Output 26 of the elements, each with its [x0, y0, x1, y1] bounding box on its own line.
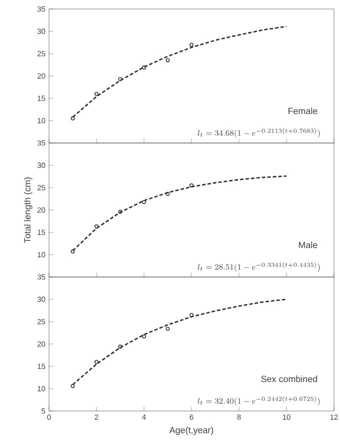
point — [190, 42, 194, 47]
point — [70, 250, 75, 254]
point — [142, 334, 146, 338]
annotation: Female — [288, 108, 318, 114]
x-axis-title: Age(t,year) — [169, 426, 214, 436]
annotation: $l_{t} = 32.40(1 - e^{-0.2442(t+0.6725)})$ — [198, 396, 320, 406]
point — [94, 224, 98, 229]
point — [70, 384, 75, 388]
point — [190, 312, 194, 317]
annotation: Male — [298, 242, 318, 248]
point — [142, 200, 146, 204]
point — [70, 116, 75, 120]
point — [166, 192, 170, 196]
point — [166, 58, 170, 62]
point — [94, 360, 98, 364]
annotation: $l_{t} = 28.51(1 - e^{-0.3341(t+0.4435)})$ — [198, 262, 320, 272]
y-axis-title: Total length (cm) — [24, 177, 32, 243]
point — [142, 66, 146, 70]
point — [190, 183, 194, 188]
point — [118, 344, 122, 349]
point — [118, 77, 122, 82]
annotation: $l_{t} = 34.68(1 - e^{-0.2113(t+0.7683)})$ — [198, 128, 320, 138]
point — [118, 210, 122, 214]
point — [166, 326, 170, 331]
annotation: Sex combined — [261, 376, 318, 382]
point — [94, 92, 98, 96]
